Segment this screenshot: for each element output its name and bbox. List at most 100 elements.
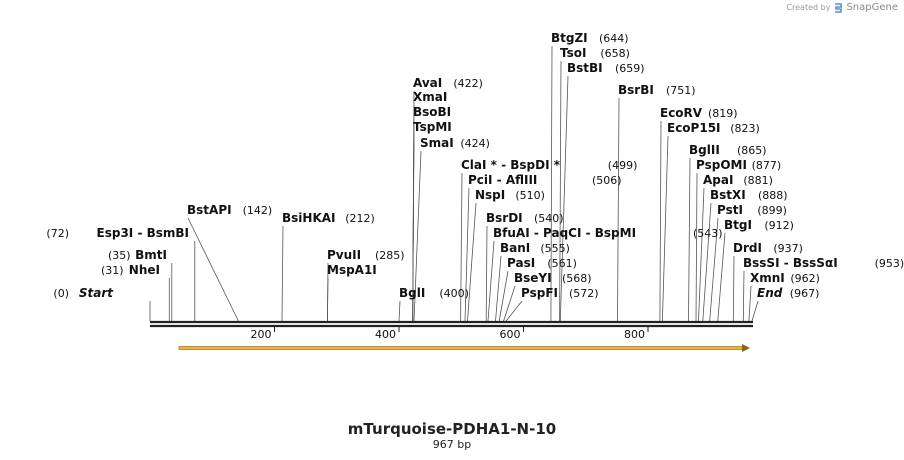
site-label-xmni[interactable]: XmnI	[750, 271, 785, 285]
site-line-btgi	[717, 232, 726, 322]
site-position-pcii: (506)	[592, 174, 622, 187]
site-label-bsrdi[interactable]: BsrDI	[486, 211, 523, 225]
site-label-nspi[interactable]: NspI	[475, 188, 505, 202]
tick-label-600: 600	[500, 328, 521, 341]
site-label-bglii[interactable]: BglII	[689, 143, 720, 157]
site-label-bstxi[interactable]: BstXI	[710, 188, 746, 202]
site-line-pspomi	[695, 172, 698, 322]
site-position-pspfi: (572)	[569, 287, 599, 300]
site-position-bsrdi: (540)	[534, 212, 564, 225]
site-label-tspmi[interactable]: TspMI	[413, 120, 452, 134]
site-labels-group: Start (0) NheI (31) BmtI (35) Esp3I - BsmBI (72…	[46, 31, 904, 300]
site-label-bani[interactable]: BanI	[500, 241, 530, 255]
site-line-btgzi	[550, 45, 553, 322]
site-label-apai[interactable]: ApaI	[703, 173, 733, 187]
site-label-btgzi[interactable]: BtgZI	[551, 31, 588, 45]
site-line-xmni	[748, 285, 752, 322]
site-label-esp3i[interactable]: Esp3I - BsmBI	[97, 226, 189, 240]
site-line-bfuai	[487, 240, 495, 322]
site-line-ecorv	[659, 120, 662, 322]
site-line-bsrbi	[617, 97, 620, 322]
site-label-bsssi[interactable]: BssSI - BssSαI	[743, 256, 838, 270]
site-line-mspa1i	[327, 277, 329, 322]
site-position-bstxi: (888)	[758, 189, 788, 202]
site-position-btgi: (912)	[764, 219, 794, 232]
site-label-psti[interactable]: PstI	[717, 203, 743, 217]
site-line-bsihkai	[281, 225, 284, 322]
site-position-bsssi: (953)	[875, 257, 904, 270]
site-label-smai[interactable]: SmaI	[420, 136, 454, 150]
site-position-apai: (881)	[743, 174, 773, 187]
site-label-end[interactable]: End	[757, 286, 783, 300]
site-line-bsrdi	[485, 225, 488, 322]
feature-bar[interactable]	[178, 346, 745, 350]
site-label-start[interactable]: Start	[79, 286, 114, 300]
site-label-bgli[interactable]: BglI	[399, 286, 425, 300]
site-label-bfuai[interactable]: BfuAI - PaqCI - BspMI	[493, 226, 636, 240]
site-label-bsihkai[interactable]: BsiHKAI	[282, 211, 336, 225]
site-line-apai	[698, 187, 705, 322]
site-position-bglii: (865)	[737, 144, 767, 157]
site-label-pspfi[interactable]: PspFI	[521, 286, 558, 300]
site-label-clai[interactable]: ClaI * - BspDI *	[461, 158, 561, 172]
site-label-bstapi[interactable]: BstAPI	[187, 203, 232, 217]
site-line-smai	[413, 150, 422, 322]
credit-brand-name: SnapGene	[846, 2, 898, 13]
site-position-bstbi: (659)	[615, 62, 645, 75]
site-label-ecorv[interactable]: EcoRV	[660, 106, 703, 120]
site-label-bmti[interactable]: BmtI	[135, 248, 167, 262]
site-position-bgli: (400)	[439, 287, 469, 300]
snapgene-credit: Created by SnapGene	[786, 2, 898, 13]
site-position-pasi: (561)	[547, 257, 577, 270]
site-position-nspi: (510)	[515, 189, 545, 202]
site-position-avai: (422)	[453, 77, 483, 90]
site-label-pvuii[interactable]: PvuII	[327, 248, 361, 262]
site-position-bani: (555)	[540, 242, 570, 255]
site-position-pspomi: (877)	[752, 159, 782, 172]
site-line-bglii	[688, 157, 691, 322]
site-label-bsrbi[interactable]: BsrBI	[618, 83, 654, 97]
site-position-drdi: (937)	[773, 242, 803, 255]
site-line-tsoi	[559, 60, 562, 322]
site-line-ecop15i	[662, 135, 669, 322]
site-label-ecop15i[interactable]: EcoP15I	[667, 121, 721, 135]
site-label-nhei[interactable]: NheI	[129, 263, 160, 277]
site-position-smai: (424)	[460, 137, 490, 150]
site-label-pasi[interactable]: PasI	[507, 256, 535, 270]
site-label-tsoi[interactable]: TsoI	[560, 46, 586, 60]
site-line-pcii	[464, 187, 470, 322]
site-line-bstxi	[702, 202, 712, 322]
site-label-xmai[interactable]: XmaI	[413, 90, 447, 104]
site-position-end: (967)	[790, 287, 820, 300]
site-line-bgli	[398, 300, 401, 322]
site-position-nhei: (31)	[101, 264, 124, 277]
site-position-btgzi: (644)	[599, 32, 629, 45]
site-position-bstapi: (142)	[243, 204, 273, 217]
feature-arrowhead-icon	[742, 344, 750, 352]
site-line-bstapi	[187, 217, 239, 322]
feature-arrow-group	[178, 344, 750, 352]
map-title: mTurquoise-PDHA1-N-10	[347, 420, 557, 438]
site-label-bstbi[interactable]: BstBI	[567, 61, 603, 75]
site-position-ecorv: (819)	[708, 107, 738, 120]
site-line-drdi	[732, 255, 735, 322]
site-position-clai: (499)	[608, 159, 638, 172]
site-line-nspi	[467, 202, 477, 322]
credit-prefix: Created by	[786, 3, 831, 12]
site-position-bsihkai: (212)	[345, 212, 375, 225]
site-line-psti	[709, 217, 719, 322]
site-position-start: (0)	[53, 287, 69, 300]
site-label-avai[interactable]: AvaI	[413, 76, 442, 90]
site-label-bsobi[interactable]: BsoBI	[413, 105, 451, 119]
site-line-tspmi	[412, 134, 415, 322]
site-label-mspa1i[interactable]: MspA1I	[327, 263, 377, 277]
site-label-pspomi[interactable]: PspOMI	[696, 158, 747, 172]
site-label-pcii[interactable]: PciI - AflIII	[468, 173, 537, 187]
site-line-end	[751, 300, 759, 322]
tick-label-200: 200	[251, 328, 272, 341]
site-label-btgi[interactable]: BtgI	[724, 218, 752, 232]
site-label-bseyi[interactable]: BseYI	[514, 271, 552, 285]
site-line-clai	[460, 172, 463, 322]
site-label-drdi[interactable]: DrdI	[733, 241, 762, 255]
